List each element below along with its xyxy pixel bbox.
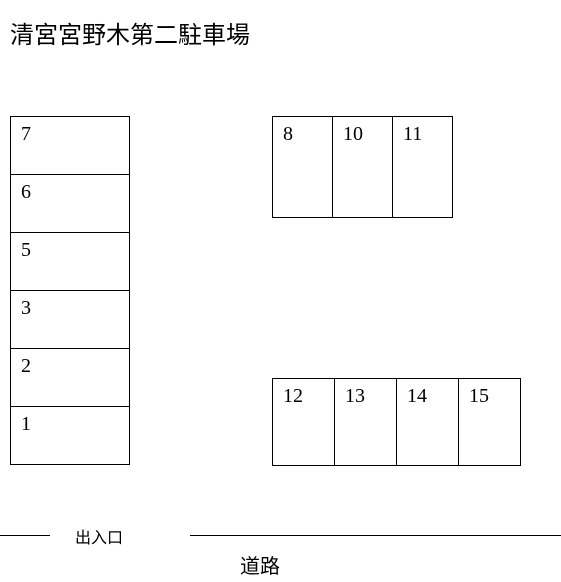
parking-space: 2 <box>10 349 130 407</box>
parking-space: 1 <box>10 407 130 465</box>
page-title: 清宮宮野木第二駐車場 <box>10 15 250 50</box>
parking-space: 5 <box>10 233 130 291</box>
parking-space: 6 <box>10 175 130 233</box>
road-line-left <box>0 535 50 536</box>
parking-space: 8 <box>273 117 333 217</box>
parking-space: 7 <box>10 117 130 175</box>
parking-space: 3 <box>10 291 130 349</box>
parking-space: 12 <box>273 379 335 465</box>
road-label: 道路 <box>240 550 280 579</box>
left-parking-column: 7 6 5 3 2 1 <box>10 116 130 465</box>
entrance-label: 出入口 <box>75 524 123 548</box>
parking-space: 15 <box>459 379 521 465</box>
parking-space: 11 <box>393 117 453 217</box>
parking-space: 10 <box>333 117 393 217</box>
top-right-parking-row: 8 10 11 <box>272 116 453 218</box>
road-line-right <box>190 535 561 536</box>
parking-space: 13 <box>335 379 397 465</box>
bottom-right-parking-row: 12 13 14 15 <box>272 378 521 466</box>
parking-space: 14 <box>397 379 459 465</box>
